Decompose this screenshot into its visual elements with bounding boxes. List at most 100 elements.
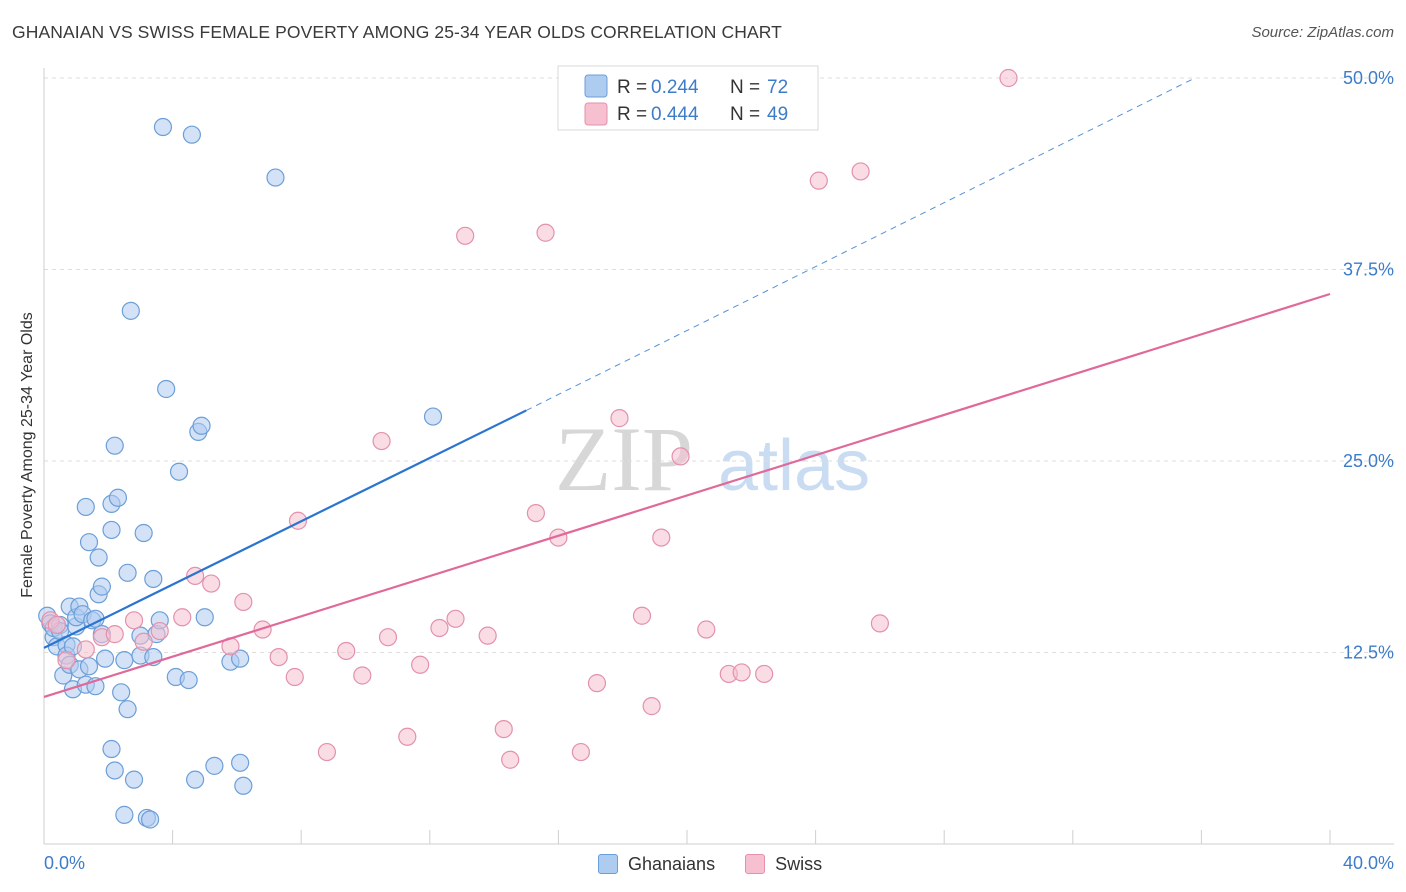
swiss-point	[105, 625, 124, 644]
swiss-point	[269, 647, 288, 667]
legend-r-label: R =	[617, 104, 647, 125]
swiss-point	[671, 447, 690, 466]
ghanaian-point	[89, 548, 108, 567]
ghanaian-point	[118, 563, 137, 582]
swiss-point	[526, 503, 545, 523]
ghanaian-point	[102, 739, 121, 759]
ghanaian-point	[157, 379, 176, 399]
ghanaian-point	[205, 756, 224, 775]
swiss-point	[501, 750, 520, 769]
y-tick-labels: 12.5% 25.0% 37.5% 50.0%	[1343, 68, 1394, 663]
legend-label-ghanaians: Ghanaians	[628, 853, 716, 874]
swiss-point	[57, 651, 76, 670]
x-tick-label-max: 40.0%	[1343, 853, 1394, 873]
ghanaian-point	[144, 569, 163, 589]
ghanaian-point	[140, 810, 160, 829]
legend-r-value: 0.444	[651, 104, 699, 125]
legend-swatch-swiss	[745, 854, 766, 874]
ghanaian-point	[186, 770, 205, 789]
chart-title: GHANAIAN VS SWISS FEMALE POVERTY AMONG 2…	[12, 22, 782, 42]
ghanaian-point	[192, 416, 211, 435]
y-tick-label: 25.0%	[1343, 451, 1394, 471]
legend-label-swiss: Swiss	[775, 853, 823, 874]
ghanaian-point	[231, 649, 250, 668]
gridlines	[44, 77, 1394, 653]
ghanaian-point	[112, 683, 131, 702]
legend-r-label: R =	[617, 77, 647, 98]
ghanaian-point	[153, 117, 173, 137]
swiss-point	[732, 663, 751, 682]
swiss-point	[173, 608, 192, 627]
swiss-point	[697, 620, 716, 639]
swiss-point	[642, 697, 661, 716]
ghanaian-point	[124, 770, 144, 789]
legend-swatch-ghanaians	[598, 854, 618, 874]
ghanaian-point	[76, 497, 95, 517]
series-swiss	[41, 68, 1018, 769]
ghanaian-point	[182, 125, 201, 144]
ghanaian-point	[105, 761, 124, 780]
legend-n-value: 49	[767, 104, 788, 125]
ghanaian-point	[179, 670, 198, 690]
ghanaian-point	[95, 649, 115, 668]
swiss-point	[372, 431, 391, 451]
swiss-point	[571, 742, 591, 762]
swiss-point	[398, 727, 417, 746]
ghanaian-point	[423, 407, 443, 426]
ghanaian-point	[105, 436, 124, 455]
swiss-point	[124, 611, 144, 630]
swiss-point	[134, 632, 153, 651]
swiss-point	[430, 618, 449, 638]
legend-bottom: Ghanaians Swiss	[598, 852, 852, 876]
ghanaian-point	[115, 651, 134, 670]
swiss-point	[446, 609, 465, 628]
swiss-point	[632, 606, 652, 625]
swiss-point	[317, 742, 337, 762]
x-tick-label-min: 0.0%	[44, 853, 85, 873]
ghanaian-point	[234, 776, 253, 795]
ghanaian-point	[102, 520, 121, 540]
series-ghanaians	[38, 117, 443, 829]
swiss-point	[870, 614, 890, 633]
ghanaian-point	[169, 462, 189, 481]
ghanaian-point	[266, 168, 285, 187]
swiss-point	[411, 655, 430, 674]
swiss-point	[652, 528, 671, 547]
swiss-point	[536, 223, 555, 242]
axes	[43, 68, 1394, 845]
x-ticks	[172, 830, 1331, 844]
swiss-point	[478, 626, 497, 645]
y-tick-label: 37.5%	[1343, 260, 1394, 280]
swiss-point	[851, 162, 870, 181]
ghanaian-point	[134, 523, 153, 543]
swiss-point	[150, 621, 169, 641]
ghanaian-point	[115, 805, 134, 824]
swiss-point	[587, 674, 607, 693]
legend-n-value: 72	[767, 77, 788, 98]
ghanaians-trend-line	[43, 409, 527, 649]
trend-lines	[43, 77, 1331, 698]
legend-top: R = 0.244 N = 72 R = 0.444 N = 49	[557, 65, 819, 131]
swiss-point	[378, 628, 398, 647]
swiss-point	[755, 664, 774, 684]
swiss-point	[999, 68, 1018, 88]
ghanaian-point	[79, 657, 99, 676]
watermark-atlas: atlas	[718, 426, 870, 506]
ghanaian-point	[118, 700, 137, 719]
ghanaian-point	[79, 533, 99, 552]
swiss-point	[809, 171, 828, 190]
swiss-point	[234, 592, 253, 612]
swiss-trend-line	[43, 292, 1331, 698]
ghanaian-point	[231, 753, 250, 772]
y-tick-label: 12.5%	[1343, 643, 1394, 663]
ghanaians-trend-extension	[526, 77, 1196, 411]
legend-item-swiss: Swiss	[745, 854, 822, 875]
ghanaian-point	[92, 577, 111, 596]
legend-n-label: N =	[730, 104, 760, 125]
legend-swatch-ghanaians	[584, 74, 608, 98]
legend-n-label: N =	[730, 77, 760, 98]
swiss-point	[202, 574, 221, 593]
legend-r-value: 0.244	[651, 77, 699, 98]
y-tick-label: 50.0%	[1343, 68, 1394, 88]
